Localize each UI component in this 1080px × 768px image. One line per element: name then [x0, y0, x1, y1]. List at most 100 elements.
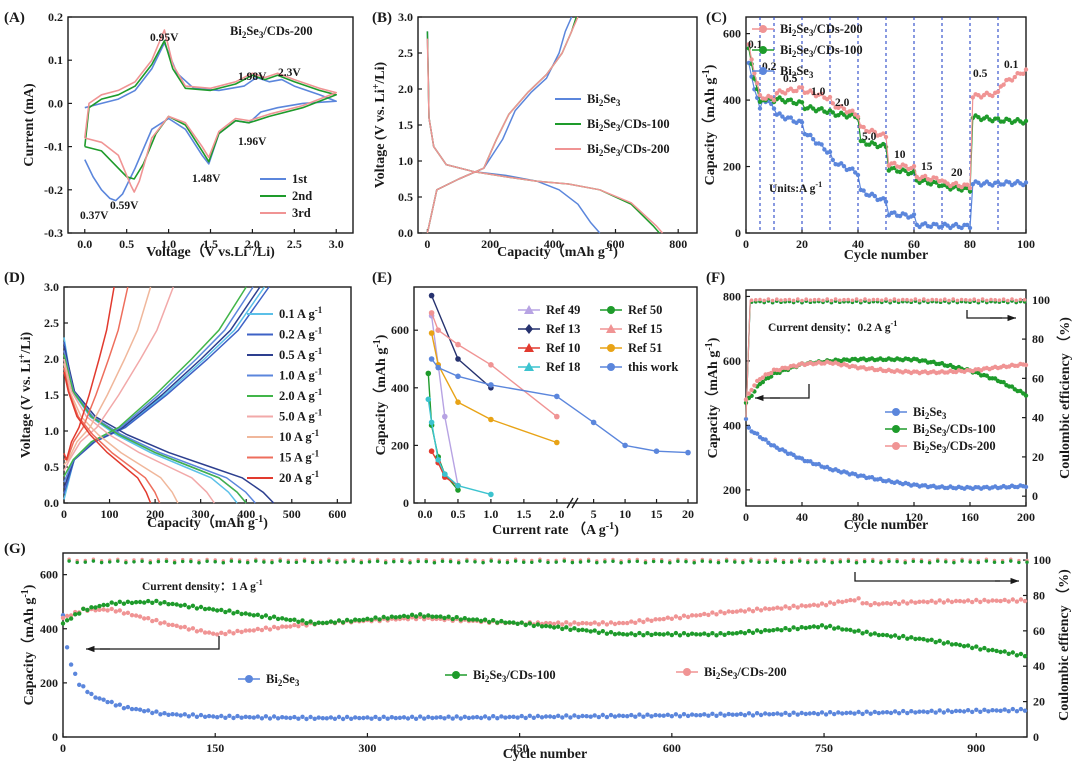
- panel-c-point-Bi2Se3: [911, 212, 917, 217]
- panel-g-capacity-point-Bi2Se3/CDs-100: [941, 641, 946, 646]
- panel-g-capacity-point-Bi2Se3/CDs-200: [263, 625, 269, 630]
- panel-g-capacity-point-Bi2Se3/CDs-100: [353, 617, 358, 622]
- panel-g-ce-point-Bi2Se3/CDs-100: [611, 559, 615, 563]
- panel-g-capacity-point-Bi2Se3: [263, 714, 269, 719]
- panel-g-capacity-point-Bi2Se3/CDs-200: [158, 621, 163, 626]
- panel-f-capacity-point-Bi2Se3/CDs-100: [1023, 393, 1029, 398]
- panel-g-y2tick-label: 20: [1033, 695, 1045, 709]
- panel-g-capacity-point-Bi2Se3: [714, 713, 719, 718]
- panel-g-capacity-point-Bi2Se3/CDs-200: [637, 618, 642, 623]
- panel-g-capacity-point-Bi2Se3/CDs-200: [730, 609, 735, 615]
- panel-c-point-Bi2Se3: [967, 225, 973, 231]
- panel-c-ytick-label: 600: [723, 27, 741, 41]
- panel-g-y2tick-label: 60: [1033, 624, 1045, 638]
- panel-g-capacity-point-Bi2Se3/CDs-200: [746, 607, 752, 612]
- panel-g-capacity-point-Bi2Se3/CDs-100: [957, 642, 963, 648]
- panel-f-ce-point-Bi2Se3/CDs-200: [972, 297, 976, 302]
- panel-g-ce-point-Bi2Se3/CDs-100: [310, 560, 315, 565]
- panel-c-xtick-label: 60: [908, 237, 920, 251]
- panel-e-point-Ref-50: [455, 487, 461, 493]
- panel-g-capacity-point-Bi2Se3/CDs-200: [901, 599, 906, 604]
- panel-g-capacity-point-Bi2Se3/CDs-100: [714, 633, 719, 638]
- panel-c-point-Bi2Se3/CDs-200: [839, 104, 844, 109]
- panel-g-capacity-point-Bi2Se3: [109, 699, 114, 705]
- panel-g-capacity-point-Bi2Se3/CDs-200: [783, 604, 788, 609]
- panel-g-capacity-point-Bi2Se3: [556, 713, 561, 718]
- panel-c-point-Bi2Se3/CDs-200: [959, 185, 964, 190]
- panel-g-capacity-point-Bi2Se3/CDs-200: [170, 622, 175, 628]
- panel-g-capacity-point-Bi2Se3/CDs-100: [1010, 650, 1015, 655]
- panel-a-peak-label: 2.3V: [278, 67, 301, 79]
- panel-g-capacity-point-Bi2Se3/CDs-100: [271, 614, 277, 619]
- panel-e-ytick-label: 200: [391, 438, 409, 452]
- panel-g-capacity-point-Bi2Se3: [340, 716, 346, 722]
- panel-g-ce-point-Bi2Se3/CDs-100: [384, 561, 388, 565]
- panel-g-ce-point-Bi2Se3/CDs-100: [895, 559, 899, 564]
- panel-f-ce-point-Bi2Se3/CDs-200: [947, 298, 951, 303]
- panel-g-capacity-point-Bi2Se3/CDs-200: [231, 631, 236, 636]
- panel-g-capacity-point-Bi2Se3: [113, 703, 119, 708]
- panel-g-capacity-point-Bi2Se3: [454, 714, 459, 719]
- panel-g-capacity-point-Bi2Se3/CDs-100: [953, 642, 959, 647]
- panel-g-capacity-point-Bi2Se3/CDs-100: [308, 619, 313, 624]
- panel-g-capacity-point-Bi2Se3: [146, 708, 151, 713]
- panel-a-xtick-label: 2.5: [287, 237, 302, 251]
- panel-g-ce-point-Bi2Se3/CDs-100: [189, 559, 193, 564]
- panel-g-capacity-point-Bi2Se3/CDs-100: [864, 629, 869, 634]
- panel-a: 0.0 0.5 1.0 1.5 2.0 2.5 3.0 -0.3 -0.2 -0.1 0.0 0.1 0…: [22, 10, 354, 260]
- panel-g-capacity-point-Bi2Se3: [738, 711, 743, 717]
- panel-g-capacity-point-Bi2Se3/CDs-100: [304, 620, 309, 626]
- panel-g-capacity-point-Bi2Se3: [795, 712, 800, 717]
- panel-g-capacity-point-Bi2Se3: [170, 712, 175, 717]
- panel-g-capacity-point-Bi2Se3/CDs-100: [300, 618, 305, 623]
- panel-g-capacity-point-Bi2Se3/CDs-200: [64, 613, 70, 619]
- panel-g-ce-point-Bi2Se3/CDs-100: [408, 561, 412, 565]
- panel-g-capacity-point-Bi2Se3/CDs-200: [795, 605, 800, 610]
- panel-f-ce-point-Bi2Se3/CDs-200: [808, 298, 813, 303]
- panel-g-capacity-point-Bi2Se3/CDs-100: [856, 628, 861, 633]
- panel-c-rate-label: 0.5: [973, 68, 988, 80]
- panel-c-point-Bi2Se3: [953, 221, 959, 227]
- panel-g-capacity-point-Bi2Se3/CDs-100: [547, 624, 553, 629]
- panel-g-capacity-point-Bi2Se3/CDs-100: [661, 632, 666, 637]
- panel-g-capacity-point-Bi2Se3/CDs-200: [868, 602, 873, 608]
- panel-c-xtick-label: 40: [852, 237, 864, 251]
- panel-g-capacity-point-Bi2Se3/CDs-200: [300, 621, 305, 626]
- panel-g-capacity-point-Bi2Se3: [438, 715, 443, 720]
- panel-g-capacity-point-Bi2Se3: [909, 709, 914, 714]
- panel-g-capacity-point-Bi2Se3/CDs-100: [422, 614, 427, 619]
- panel-g-capacity-point-Bi2Se3/CDs-100: [848, 627, 853, 633]
- panel-e-letter: (E): [372, 270, 392, 286]
- panel-g-capacity-point-Bi2Se3/CDs-100: [913, 636, 918, 642]
- panel-g-ce-point-Bi2Se3/CDs-100: [237, 560, 242, 564]
- panel-a-legend-2nd-text: 2nd: [292, 189, 312, 203]
- panel-g-ylabel: Capacity（mAh g-1): [20, 584, 37, 705]
- panel-g-capacity-point-Bi2Se3/CDs-100: [767, 628, 772, 633]
- panel-g-capacity-point-Bi2Se3/CDs-100: [332, 620, 338, 625]
- panel-g-capacity-point-Bi2Se3/CDs-200: [860, 601, 865, 606]
- panel-g-capacity-point-Bi2Se3/CDs-100: [251, 613, 256, 618]
- panel-g-capacity-point-Bi2Se3: [620, 713, 626, 719]
- panel-g-capacity-point-Bi2Se3/CDs-100: [758, 629, 764, 635]
- panel-f-ce-point-Bi2Se3/CDs-200: [943, 297, 947, 302]
- panel-g-capacity-point-Bi2Se3: [296, 716, 301, 721]
- panel-c-point-Bi2Se3/CDs-200: [808, 88, 813, 93]
- panel-g-ce-point-Bi2Se3/CDs-100: [798, 559, 802, 563]
- panel-g-capacity-point-Bi2Se3/CDs-100: [905, 636, 910, 641]
- panel-c-point-Bi2Se3: [984, 179, 989, 184]
- panel-g-capacity-point-Bi2Se3: [852, 711, 857, 716]
- panel-g-capacity-point-Bi2Se3: [673, 712, 679, 717]
- panel-g-capacity-point-Bi2Se3: [600, 712, 605, 718]
- panel-g-capacity-point-Bi2Se3/CDs-200: [677, 616, 683, 621]
- panel-g-capacity-point-Bi2Se3/CDs-100: [564, 625, 569, 630]
- panel-g-capacity-point-Bi2Se3/CDs-100: [612, 632, 618, 637]
- panel-d-charge-5: [63, 286, 175, 471]
- panel-a-legend-1st-text: 1st: [292, 172, 308, 186]
- panel-g-capacity-point-Bi2Se3: [1018, 706, 1024, 712]
- panel-g-capacity-point-Bi2Se3/CDs-100: [811, 624, 817, 629]
- panel-g-capacity-point-Bi2Se3: [280, 715, 285, 720]
- panel-f-ce-point-Bi2Se3/CDs-200: [1001, 297, 1006, 302]
- panel-f-y2tick-label: 40: [1032, 411, 1044, 425]
- panel-g-ce-point-Bi2Se3/CDs-100: [822, 559, 826, 563]
- panel-g-ce-point-Bi2Se3/CDs-100: [448, 559, 453, 564]
